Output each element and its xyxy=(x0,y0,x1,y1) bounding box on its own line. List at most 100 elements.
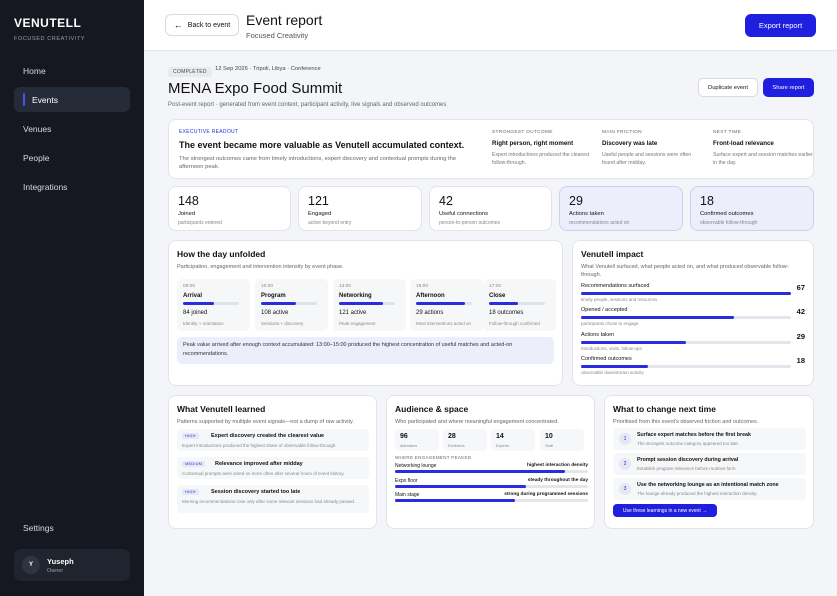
step-heading: Surface expert matches before the first … xyxy=(637,432,751,438)
phase-name: Arrival xyxy=(183,293,203,299)
executive-readout-card: EXECUTIVE READOUT The event became more … xyxy=(168,119,814,179)
zone-bar-fill xyxy=(395,499,515,502)
user-menu[interactable]: Y Yuseph Owner xyxy=(14,549,130,581)
impact-label: Actions taken xyxy=(581,332,615,338)
kpi-sub: recommendations acted on xyxy=(569,220,630,226)
zone-bar xyxy=(395,470,588,473)
share-report-button[interactable]: Share report xyxy=(763,78,814,97)
step-desc: Establish program relevance before routi… xyxy=(637,466,737,471)
brand-logo[interactable]: VENUTELL xyxy=(14,16,82,30)
phase-card[interactable]: 10:30 Program 108 active Sessions + disc… xyxy=(255,279,328,331)
phase-card[interactable]: 17:00 Close 18 outcomes Follow-through c… xyxy=(483,279,556,331)
sidebar-item-settings[interactable]: Settings xyxy=(23,523,54,533)
executive-text: The strongest outcomes came from timely … xyxy=(179,156,457,171)
export-report-button[interactable]: Export report xyxy=(745,14,816,37)
page-subtitle: Focused Creativity xyxy=(246,31,309,40)
impact-label: Recommendations surfaced xyxy=(581,283,650,289)
executive-column-desc: Expert introductions produced the cleare… xyxy=(492,152,590,166)
phase-bar xyxy=(489,302,545,305)
sidebar-item-label: Home xyxy=(23,65,46,76)
impact-desc: observable downstream activity xyxy=(581,370,644,375)
step-heading: Prompt session discovery during arrival xyxy=(637,457,739,463)
phase-bar xyxy=(416,302,472,305)
top-bar: ← Back to event Event report Focused Cre… xyxy=(144,0,837,51)
impact-value: 42 xyxy=(796,307,805,316)
section-subtitle: Patterns supported by multiple event sig… xyxy=(177,419,354,425)
event-meta: 12 Sep 2026 · Tripoli, Libya · Conferenc… xyxy=(215,66,321,72)
zone-value: strong during programmed sessions xyxy=(504,492,588,497)
zone-name: Networking lounge xyxy=(395,463,437,469)
sidebar-item-home[interactable]: Home xyxy=(14,58,130,83)
executive-headline: The event became more valuable as Venute… xyxy=(179,140,465,150)
sidebar-item-integrations[interactable]: Integrations xyxy=(14,174,130,199)
learned-desc: Expert introductions produced the highes… xyxy=(182,443,337,448)
confidence-badge: HIGH xyxy=(182,433,199,439)
kpi-card-joined: 148 Joined participants entered xyxy=(168,186,291,231)
sidebar-item-venues[interactable]: Venues xyxy=(14,116,130,141)
stat-label: Experts xyxy=(496,444,509,448)
phase-time: 09:00 xyxy=(183,284,196,289)
kpi-card-actions: 29 Actions taken recommendations acted o… xyxy=(559,186,683,231)
executive-column-value: Front-load relevance xyxy=(713,140,774,147)
back-button[interactable]: ← Back to event xyxy=(165,14,239,36)
stat-label: Attendees xyxy=(400,444,418,448)
phase-card[interactable]: 15:00 Afternoon 29 actions Most interven… xyxy=(410,279,483,331)
phase-card[interactable]: 13:00 Networking 121 active Peak engagem… xyxy=(333,279,406,331)
impact-bar xyxy=(581,316,791,319)
section-subtitle: Who participated and where meaningful en… xyxy=(395,419,559,425)
impact-bar xyxy=(581,365,791,368)
sidebar-item-people[interactable]: People xyxy=(14,145,130,170)
sidebar-item-events[interactable]: Events xyxy=(14,87,130,112)
kpi-label: Confirmed outcomes xyxy=(700,211,754,217)
learned-heading: Session discovery started too late xyxy=(211,489,301,495)
section-subtitle: What Venutell surfaced, what people acte… xyxy=(581,264,789,278)
kpi-sub: observable follow-through xyxy=(700,220,758,226)
zone-row: Networking lounge highest interaction de… xyxy=(395,463,588,473)
sidebar-item-label: Events xyxy=(32,94,58,105)
duplicate-event-button[interactable]: Duplicate event xyxy=(698,78,758,97)
kpi-value: 18 xyxy=(700,194,714,208)
phase-desc: Sessions + discovery xyxy=(261,321,304,326)
executive-column-desc: Useful people and sessions were often fo… xyxy=(602,152,692,166)
use-learnings-button[interactable]: Use these learnings in a new event → xyxy=(613,504,717,517)
list-item: HIGH Expert discovery created the cleare… xyxy=(177,429,369,451)
executive-column: NEXT TIME Front-load relevance Surface e… xyxy=(713,130,813,167)
phase-value: 18 outcomes xyxy=(489,310,524,316)
phase-name: Afternoon xyxy=(416,293,445,299)
executive-label: EXECUTIVE READOUT xyxy=(179,129,239,135)
zone-name: Main stage xyxy=(395,492,420,498)
executive-column-key: NEXT TIME xyxy=(713,130,742,135)
stat-label: Staff xyxy=(545,444,553,448)
impact-bar xyxy=(581,341,791,344)
phase-bar-fill xyxy=(261,302,296,305)
phase-card[interactable]: 09:00 Arrival 84 joined Identity + orien… xyxy=(177,279,250,331)
impact-row: Opened / accepted 42 participants chose … xyxy=(581,307,805,326)
day-timeline-card: How the day unfolded Participation, enga… xyxy=(168,240,563,386)
section-title: Audience & space xyxy=(395,404,469,414)
event-subtitle: Post-event report · generated from event… xyxy=(168,102,447,108)
list-item: 3 Use the networking lounge as an intent… xyxy=(613,478,806,500)
learned-heading: Expert discovery created the clearest va… xyxy=(211,433,325,439)
stat-value: 14 xyxy=(496,433,504,440)
executive-column: MAIN FRICTION Discovery was late Useful … xyxy=(602,130,702,167)
audience-stat: 10 Staff xyxy=(540,429,584,451)
zone-bar-fill xyxy=(395,485,527,488)
page-title: Event report xyxy=(246,12,323,28)
sidebar-item-label: Venues xyxy=(23,123,52,134)
impact-label: Opened / accepted xyxy=(581,307,628,313)
zone-row: Main stage strong during programmed sess… xyxy=(395,492,588,502)
peak-note: Peak value arrived after enough context … xyxy=(177,337,554,364)
impact-bar-fill xyxy=(581,292,791,295)
kpi-sub: participants entered xyxy=(178,220,222,226)
audience-stat: 14 Experts xyxy=(491,429,535,451)
sidebar-item-label: People xyxy=(23,152,50,163)
kpi-label: Engaged xyxy=(308,211,332,217)
kpi-label: Joined xyxy=(178,211,196,217)
phase-bar xyxy=(183,302,239,305)
impact-bar xyxy=(581,292,791,295)
impact-row: Confirmed outcomes 18 observable downstr… xyxy=(581,356,805,375)
phase-name: Networking xyxy=(339,293,372,299)
section-title: What Venutell learned xyxy=(177,404,266,414)
phase-time: 15:00 xyxy=(416,284,429,289)
learned-heading: Relevance improved after midday xyxy=(215,461,303,467)
